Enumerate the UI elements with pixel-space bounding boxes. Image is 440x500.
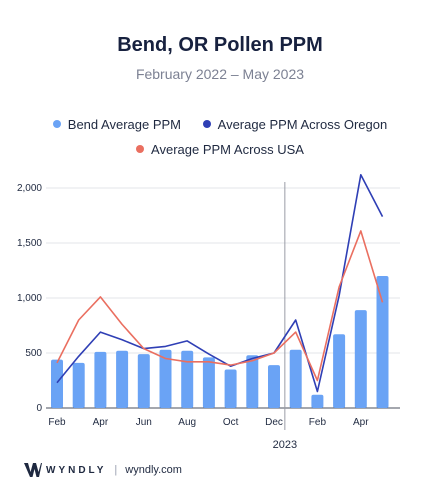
year-label: 2023 [273,439,297,451]
y-tick-label: 2,000 [17,183,42,194]
bar [268,365,280,408]
x-tick-label: Jun [136,417,152,428]
bar [137,354,150,408]
x-tick-label: Apr [93,417,109,428]
bar [202,357,215,408]
legend-swatch-bend [52,120,61,128]
footer-url[interactable]: wyndly.com [125,464,182,476]
legend-label-bend: Bend Average PPM [67,116,182,132]
y-tick-label: 1,000 [17,293,42,304]
y-tick-label: 0 [36,403,42,414]
bar [159,349,172,408]
legend-swatch-usa [136,145,145,153]
legend-label-oregon: Average PPM Across Oregon [217,116,388,132]
bar [72,362,85,408]
wyndly-logo-icon [24,463,42,477]
line-usa [56,230,384,382]
x-tick-label: Feb [309,417,327,428]
bar [116,350,129,408]
legend-item-oregon: Average PPM Across Oregon [202,116,388,132]
x-tick-label: Apr [353,417,369,428]
bar [289,349,302,408]
x-tick-label: Dec [265,417,283,428]
bar [333,334,346,408]
legend-item-usa: Average PPM Across USA [136,142,304,157]
y-tick-label: 1,500 [17,238,42,249]
legend-swatch-oregon [202,120,211,128]
line-oregon [56,174,384,393]
bar [224,369,237,408]
brand-name: WYNDLY [46,464,107,476]
x-tick-label: Feb [48,417,66,428]
bar [376,276,389,408]
legend-row-2: Average PPM Across USA [0,141,440,157]
legend-label-usa: Average PPM Across USA [151,141,304,157]
legend-item-bend: Bend Average PPM [52,116,182,132]
chart-subtitle: February 2022 – May 2023 [135,66,305,82]
bar [181,350,194,408]
bar [94,351,107,408]
y-tick-label: 500 [25,348,42,359]
bar [311,394,324,408]
bar [246,355,259,408]
bar [354,310,367,408]
x-tick-label: Oct [223,417,239,428]
legend-row-1: Bend Average PPM Average PPM Across Oreg… [0,116,440,132]
footer: WYNDLY | wyndly.com [24,463,182,477]
chart-title: Bend, OR Pollen PPM [117,34,323,56]
bar [51,359,63,408]
x-tick-label: Aug [178,417,196,428]
footer-separator: | [114,464,118,476]
